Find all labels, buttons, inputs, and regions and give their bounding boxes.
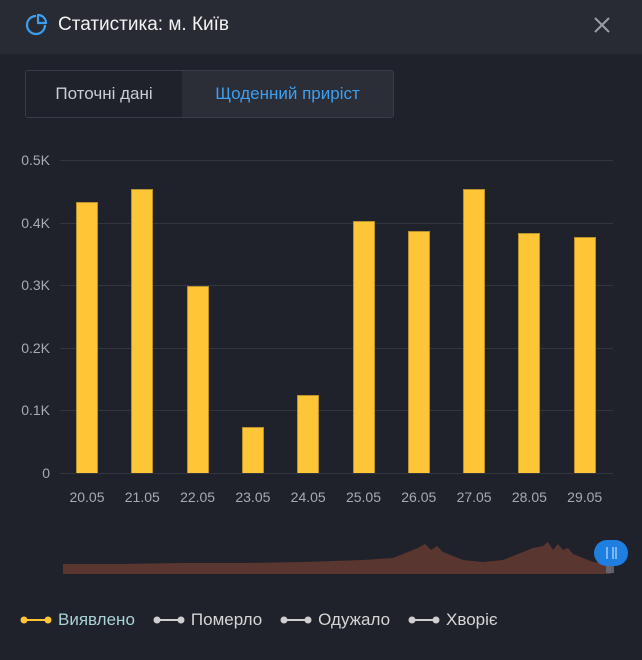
gridline: [60, 160, 613, 161]
navigator-handle[interactable]: [594, 540, 628, 566]
x-axis-label: 23.05: [235, 489, 271, 505]
gridline: [60, 285, 613, 287]
y-axis-label: 0.2K: [21, 339, 50, 356]
x-axis-label: 21.05: [124, 489, 160, 505]
legend-line-icon: [408, 616, 440, 624]
x-axis-label: 29.05: [567, 489, 603, 505]
legend-label: Виявлено: [58, 610, 135, 629]
tab-current-data[interactable]: Поточні дані: [26, 71, 182, 117]
tab-daily-increase[interactable]: Щоденний приріст: [182, 71, 393, 117]
y-axis-label: 0.3K: [21, 277, 50, 294]
gridline: [60, 347, 613, 349]
x-axis-label: 24.05: [290, 489, 326, 505]
bar[interactable]: [297, 394, 320, 473]
y-axis-label: 0: [42, 465, 50, 481]
x-axis-label: 28.05: [511, 489, 547, 505]
x-axis-label: 26.05: [401, 489, 437, 505]
view-tabs: Поточні дані Щоденний приріст: [25, 70, 394, 118]
bar[interactable]: [463, 188, 486, 473]
bar[interactable]: [131, 189, 154, 473]
grip-icon: [606, 547, 617, 559]
x-axis-label: 22.05: [180, 489, 216, 505]
close-icon[interactable]: [590, 13, 614, 37]
chart-legend: Виявлено Померло Одужало Хворіє: [20, 608, 498, 632]
bar[interactable]: [518, 232, 541, 473]
bar[interactable]: [76, 201, 98, 473]
bar[interactable]: [573, 236, 596, 473]
dialog-title: Статистика: м. Київ: [58, 14, 230, 35]
x-axis-label: 27.05: [456, 489, 492, 505]
bar[interactable]: [407, 231, 430, 473]
legend-item-recovered[interactable]: Одужало: [280, 608, 390, 632]
legend-item-detected[interactable]: Виявлено: [20, 608, 135, 632]
legend-item-sick[interactable]: Хворіє: [408, 608, 498, 632]
y-axis-label: 0.4K: [21, 214, 50, 231]
x-axis-label: 20.05: [69, 489, 105, 505]
x-axis-label: 25.05: [345, 489, 382, 505]
gridline: [60, 473, 613, 474]
legend-label: Хворіє: [446, 610, 498, 629]
pie-chart-icon: [25, 13, 48, 36]
bar[interactable]: [186, 285, 209, 473]
legend-label: Одужало: [318, 610, 391, 629]
gridline: [60, 410, 613, 412]
gridline: [60, 222, 613, 224]
legend-line-icon: [280, 616, 312, 624]
dialog-header: Статистика: м. Київ: [0, 0, 642, 54]
bar[interactable]: [352, 220, 375, 473]
bar[interactable]: [241, 426, 264, 473]
range-navigator[interactable]: [63, 538, 611, 574]
legend-item-deaths[interactable]: Померло: [153, 608, 262, 632]
legend-line-icon: [153, 616, 185, 624]
y-axis-label: 0.1K: [21, 402, 50, 419]
legend-label: Померло: [190, 610, 263, 629]
legend-line-icon: [20, 616, 52, 624]
y-axis-label: 0.5K: [21, 152, 50, 168]
